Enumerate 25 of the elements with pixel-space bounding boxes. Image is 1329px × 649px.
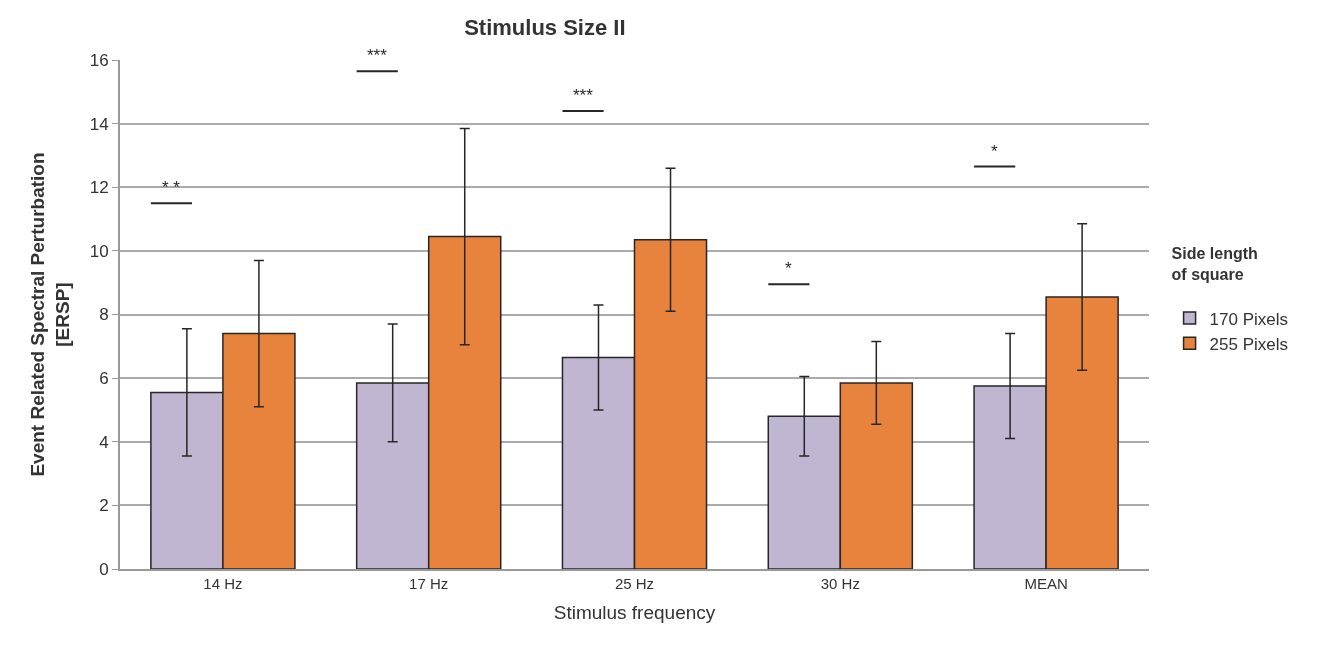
chart-title: Stimulus Size II bbox=[464, 14, 626, 40]
y-axis-title: Event Related Spectral Perturbation [ERSP] bbox=[27, 152, 74, 477]
annotation: * bbox=[785, 259, 792, 278]
y-tick-label: 14 bbox=[89, 114, 109, 134]
x-tick-label: 25 Hz bbox=[614, 575, 655, 592]
y-tick-label: 6 bbox=[99, 369, 109, 389]
y-tick-label: 2 bbox=[99, 496, 109, 516]
y-tick-label: 12 bbox=[89, 178, 109, 198]
y-tick-label: 8 bbox=[99, 305, 109, 325]
legend-label: 170 Pixels bbox=[1209, 309, 1289, 329]
y-tick-label: 4 bbox=[99, 432, 109, 452]
x-tick-label: MEAN bbox=[1024, 575, 1068, 592]
x-axis-title: Stimulus frequency bbox=[553, 602, 716, 624]
y-tick-label: 0 bbox=[99, 559, 109, 579]
annotation: *** bbox=[367, 46, 388, 65]
annotation: * bbox=[991, 142, 998, 161]
legend-label: 255 Pixels bbox=[1209, 334, 1289, 354]
annotation: * * bbox=[162, 178, 181, 197]
y-tick-label: 16 bbox=[89, 50, 109, 70]
x-tick-label: 14 Hz bbox=[203, 575, 243, 592]
y-tick-label: 10 bbox=[89, 241, 109, 261]
x-tick-label: 30 Hz bbox=[820, 575, 860, 592]
annotation: *** bbox=[573, 86, 594, 105]
legend-title: Side length of square bbox=[1171, 244, 1258, 283]
x-tick-label: 17 Hz bbox=[409, 575, 449, 592]
